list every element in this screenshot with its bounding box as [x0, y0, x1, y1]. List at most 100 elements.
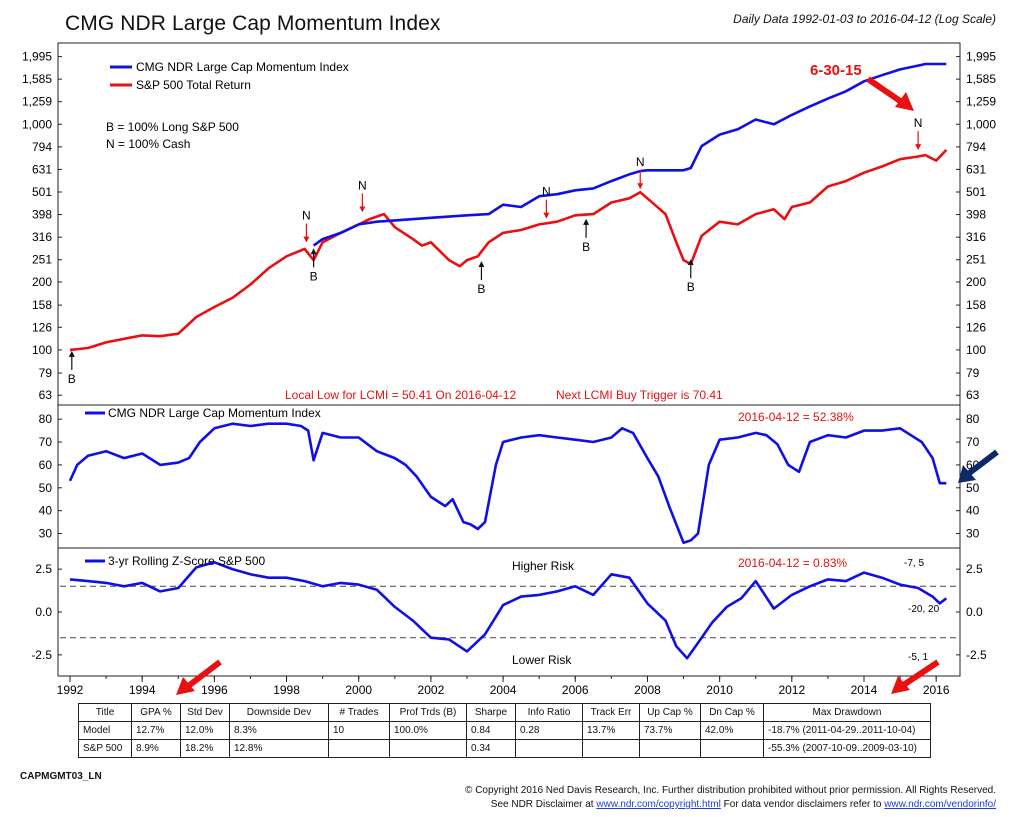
y-tick-left: -2.5: [31, 648, 52, 662]
series-line-cmg-ndr-large-cap-momentum-index: [312, 62, 947, 247]
zscore-panel-title: 3-yr Rolling Z-Score S&P 500: [108, 554, 266, 568]
chart-title: CMG NDR Large Cap Momentum Index: [65, 12, 441, 35]
lcmi-panel-title: CMG NDR Large Cap Momentum Index: [108, 406, 321, 420]
red-arrow-gpa: [176, 659, 222, 695]
sell-signal-label: N: [914, 116, 923, 130]
copyright-line: © Copyright 2016 Ned Davis Research, Inc…: [465, 785, 996, 796]
y-tick-left: 79: [39, 366, 53, 380]
lower-risk-label: Lower Risk: [512, 653, 572, 667]
y-tick-left: 126: [32, 320, 52, 334]
disclaimer-prefix: See NDR Disclaimer at: [490, 799, 597, 810]
x-tick-label: 1998: [273, 683, 300, 697]
y-tick-right: 631: [966, 162, 986, 176]
y-tick-right: 316: [966, 230, 986, 244]
x-tick-label: 2008: [634, 683, 661, 697]
stats-header-row: Title GPA % Std Dev Downside Dev # Trades Pro…: [78, 703, 931, 722]
y-tick-right: 80: [966, 412, 980, 426]
x-tick-label: 1996: [201, 683, 228, 697]
zscore-annot-top: -7, 5: [904, 558, 924, 569]
zscore-annot-mid: -20, 20: [908, 604, 940, 615]
red-arrow-drawdown: [891, 659, 940, 694]
disclaimer-mid: For data vendor disclaimers refer to: [720, 799, 885, 810]
stats-cell: 12.7%: [131, 721, 181, 740]
stats-cell: S&P 500: [78, 739, 132, 758]
stats-cell: -18.7% (2011-04-29..2011-10-04): [763, 721, 931, 740]
stats-header-cell: Std Dev: [180, 703, 230, 722]
y-tick-right: 70: [966, 435, 980, 449]
y-tick-right: 40: [966, 504, 980, 518]
x-tick-label: 1994: [129, 683, 156, 697]
stats-cell: [328, 739, 390, 758]
stats-cell: [700, 739, 764, 758]
y-tick-right: 79: [966, 366, 980, 380]
stats-header-cell: Info Ratio: [515, 703, 583, 722]
series-line-s-p-500-total-return: [69, 149, 948, 352]
y-tick-right: 251: [966, 253, 986, 267]
legend-red-label: S&P 500 Total Return: [136, 78, 251, 92]
disclaimer-line: See NDR Disclaimer at www.ndr.com/copyri…: [491, 799, 996, 810]
y-tick-left: 100: [32, 343, 52, 357]
stats-header-cell: GPA %: [131, 703, 181, 722]
y-tick-right: 0.0: [966, 605, 983, 619]
y-tick-left: 40: [39, 504, 53, 518]
x-tick-label: 2006: [562, 683, 589, 697]
stats-cell: 73.7%: [639, 721, 701, 740]
vendor-link[interactable]: www.ndr.com/vendorinfo/: [884, 799, 996, 810]
y-tick-right: 158: [966, 298, 986, 312]
y-tick-right: 1,000: [966, 117, 996, 131]
stats-cell: 8.3%: [229, 721, 329, 740]
lcmi-buy-trigger: Next LCMI Buy Trigger is 70.41: [556, 388, 723, 402]
stats-row: Model 12.7% 12.0% 8.3% 10 100.0% 0.84 0.28 13.7%…: [78, 721, 931, 740]
y-tick-left: 2.5: [35, 562, 52, 576]
panel1-frame: [57, 42, 961, 406]
stats-cell: 10: [328, 721, 390, 740]
x-tick-label: 2012: [778, 683, 805, 697]
y-tick-left: 1,000: [22, 117, 52, 131]
sell-signal-label: N: [636, 155, 645, 169]
y-tick-right: 63: [966, 388, 980, 402]
stats-cell: [389, 739, 467, 758]
stats-header-cell: Max Drawdown: [763, 703, 931, 722]
higher-risk-label: Higher Risk: [512, 559, 575, 573]
y-tick-right: 100: [966, 343, 986, 357]
buy-signal-label: B: [310, 269, 318, 283]
stats-cell: 12.0%: [180, 721, 230, 740]
y-tick-left: 794: [32, 140, 52, 154]
navy-arrow-annotation: [958, 449, 999, 483]
stats-cell: 0.28: [515, 721, 583, 740]
y-tick-left: 1,585: [22, 72, 52, 86]
zscore-annot-bottom: -5, 1: [908, 652, 928, 663]
y-tick-left: 30: [39, 527, 53, 541]
x-tick-label: 1992: [57, 683, 84, 697]
stats-header-cell: Sharpe: [466, 703, 516, 722]
red-arrow-annotation: [866, 76, 914, 111]
sell-signal-label: N: [542, 185, 551, 199]
stats-row: S&P 500 8.9% 18.2% 12.8% 0.34 -55.3% (2007-10…: [78, 739, 931, 758]
y-tick-right: -2.5: [966, 648, 987, 662]
y-tick-left: 251: [32, 253, 52, 267]
legend-blue-label: CMG NDR Large Cap Momentum Index: [136, 60, 349, 74]
y-tick-left: 200: [32, 275, 52, 289]
stats-cell: [639, 739, 701, 758]
stats-cell: Model: [78, 721, 132, 740]
y-tick-right: 200: [966, 275, 986, 289]
lcmi-last-value: 2016-04-12 = 52.38%: [738, 410, 854, 424]
y-tick-left: 60: [39, 458, 53, 472]
x-tick-label: 2016: [923, 683, 950, 697]
y-tick-left: 398: [32, 208, 52, 222]
copyright-link[interactable]: www.ndr.com/copyright.html: [596, 799, 721, 810]
chart-canvas: 1,995 1,995 1,585 1,585 1,259 1,259 1,000 1,000…: [22, 42, 999, 697]
y-tick-right: 794: [966, 140, 986, 154]
stats-cell: 12.8%: [229, 739, 329, 758]
stats-cell: [515, 739, 583, 758]
stats-header-cell: Prof Trds (B): [389, 703, 467, 722]
stats-cell: -55.3% (2007-10-09..2009-03-10): [763, 739, 931, 758]
y-tick-right: 1,585: [966, 72, 996, 86]
y-tick-left: 50: [39, 481, 53, 495]
x-tick-label: 2002: [418, 683, 445, 697]
stats-cell: 18.2%: [180, 739, 230, 758]
date-annotation: 6-30-15: [810, 62, 862, 79]
stats-cell: 100.0%: [389, 721, 467, 740]
stats-cell: 13.7%: [582, 721, 640, 740]
buy-signal-label: B: [582, 240, 590, 254]
